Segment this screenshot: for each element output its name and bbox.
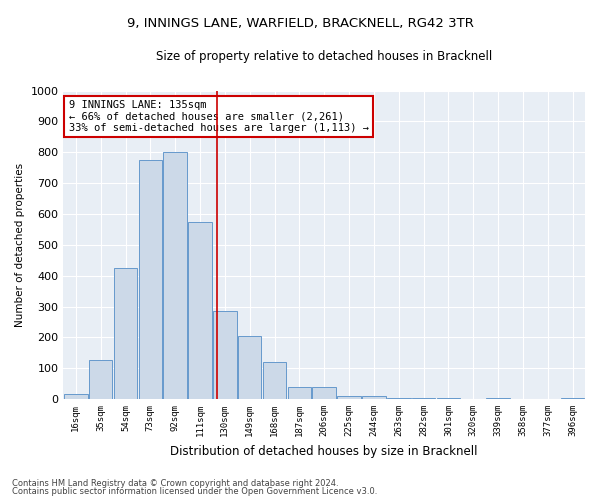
Text: Contains public sector information licensed under the Open Government Licence v3: Contains public sector information licen… bbox=[12, 487, 377, 496]
Bar bbox=[114, 268, 137, 399]
Text: 9 INNINGS LANE: 135sqm
← 66% of detached houses are smaller (2,261)
33% of semi-: 9 INNINGS LANE: 135sqm ← 66% of detached… bbox=[68, 100, 368, 133]
Bar bbox=[412, 398, 436, 399]
Bar bbox=[437, 398, 460, 399]
Y-axis label: Number of detached properties: Number of detached properties bbox=[15, 162, 25, 327]
Bar bbox=[139, 160, 162, 399]
Text: Contains HM Land Registry data © Crown copyright and database right 2024.: Contains HM Land Registry data © Crown c… bbox=[12, 478, 338, 488]
Bar bbox=[213, 311, 236, 399]
X-axis label: Distribution of detached houses by size in Bracknell: Distribution of detached houses by size … bbox=[170, 444, 478, 458]
Bar bbox=[64, 394, 88, 399]
Bar bbox=[238, 336, 262, 399]
Bar bbox=[89, 360, 112, 399]
Bar bbox=[362, 396, 386, 399]
Title: Size of property relative to detached houses in Bracknell: Size of property relative to detached ho… bbox=[156, 50, 493, 63]
Bar bbox=[188, 222, 212, 399]
Bar bbox=[287, 386, 311, 399]
Bar bbox=[263, 362, 286, 399]
Bar bbox=[486, 398, 510, 399]
Bar bbox=[561, 398, 584, 399]
Bar bbox=[337, 396, 361, 399]
Bar bbox=[387, 398, 410, 399]
Bar bbox=[313, 386, 336, 399]
Bar bbox=[163, 152, 187, 399]
Text: 9, INNINGS LANE, WARFIELD, BRACKNELL, RG42 3TR: 9, INNINGS LANE, WARFIELD, BRACKNELL, RG… bbox=[127, 18, 473, 30]
